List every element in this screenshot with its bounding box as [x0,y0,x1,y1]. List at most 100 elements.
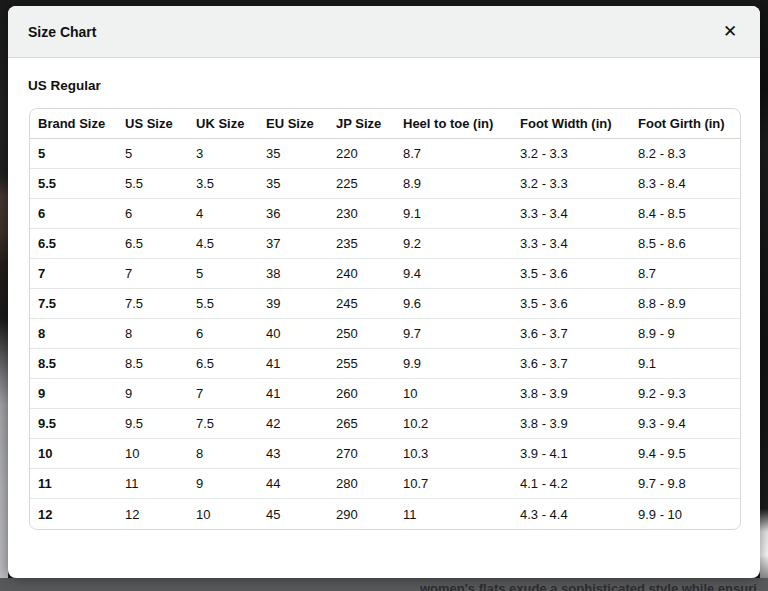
table-cell: 37 [258,229,328,259]
table-cell: 3 [188,139,258,169]
table-cell: 9.3 - 9.4 [630,409,740,439]
table-cell: 11 [30,469,117,499]
table-cell: 235 [328,229,395,259]
table-cell: 39 [258,289,328,319]
table-cell: 9.6 [395,289,512,319]
table-cell: 10 [117,439,188,469]
table-cell: 9 [117,379,188,409]
table-cell: 6 [117,199,188,229]
table-cell: 3.2 - 3.3 [512,169,630,199]
table-header-row: Brand SizeUS SizeUK SizeEU SizeJP SizeHe… [30,109,740,139]
table-cell: 4.1 - 4.2 [512,469,630,499]
column-header: EU Size [258,109,328,139]
table-cell: 40 [258,319,328,349]
table-cell: 41 [258,379,328,409]
table-cell: 7.5 [30,289,117,319]
table-cell: 3.3 - 3.4 [512,229,630,259]
table-row: 9.59.57.54226510.23.8 - 3.99.3 - 9.4 [30,409,740,439]
table-cell: 36 [258,199,328,229]
table-cell: 280 [328,469,395,499]
table-cell: 12 [30,499,117,529]
table-cell: 35 [258,169,328,199]
table-cell: 255 [328,349,395,379]
column-header: UK Size [188,109,258,139]
table-cell: 3.5 - 3.6 [512,289,630,319]
table-cell: 3.5 - 3.6 [512,259,630,289]
table-cell: 11 [117,469,188,499]
table-cell: 43 [258,439,328,469]
table-cell: 270 [328,439,395,469]
column-header: Heel to toe (in) [395,109,512,139]
table-cell: 6.5 [117,229,188,259]
table-cell: 5.5 [117,169,188,199]
table-cell: 8.9 [395,169,512,199]
table-cell: 265 [328,409,395,439]
modal-title: Size Chart [28,24,96,40]
table-cell: 5 [188,259,258,289]
table-cell: 260 [328,379,395,409]
table-cell: 10.2 [395,409,512,439]
table-row: 664362309.13.3 - 3.48.4 - 8.5 [30,199,740,229]
table-cell: 3.5 [188,169,258,199]
table-cell: 9 [30,379,117,409]
table-cell: 9.4 - 9.5 [630,439,740,469]
table-cell: 35 [258,139,328,169]
table-cell: 8.5 [117,349,188,379]
table-cell: 8.8 - 8.9 [630,289,740,319]
column-header: JP Size [328,109,395,139]
table-cell: 9.5 [30,409,117,439]
modal-backdrop[interactable]: women's flats exude a sophisticated styl… [0,578,768,591]
table-cell: 3.6 - 3.7 [512,349,630,379]
table-cell: 225 [328,169,395,199]
table-cell: 9.1 [630,349,740,379]
table-cell: 3.8 - 3.9 [512,379,630,409]
table-cell: 250 [328,319,395,349]
table-cell: 8.7 [395,139,512,169]
table-cell: 10.3 [395,439,512,469]
table-cell: 7 [117,259,188,289]
table-cell: 3.3 - 3.4 [512,199,630,229]
table-cell: 8.5 - 8.6 [630,229,740,259]
table-cell: 6.5 [30,229,117,259]
table-row: 8.58.56.5412559.93.6 - 3.79.1 [30,349,740,379]
table-cell: 7 [30,259,117,289]
table-cell: 10.7 [395,469,512,499]
table-cell: 4.3 - 4.4 [512,499,630,529]
table-cell: 8.7 [630,259,740,289]
table-cell: 44 [258,469,328,499]
table-row: 553352208.73.2 - 3.38.2 - 8.3 [30,139,740,169]
size-chart-modal: Size Chart ✕ US Regular Brand SizeUS Siz… [8,6,760,578]
table-cell: 8.3 - 8.4 [630,169,740,199]
table-row: 101084327010.33.9 - 4.19.4 - 9.5 [30,439,740,469]
section-label: US Regular [28,78,740,93]
close-icon[interactable]: ✕ [714,16,746,48]
table-cell: 8.5 [30,349,117,379]
table-cell: 10 [30,439,117,469]
table-cell: 9.9 [395,349,512,379]
background-page-text: women's flats exude a sophisticated styl… [420,581,757,591]
column-header: Foot Girth (in) [630,109,740,139]
table-row: 6.56.54.5372359.23.3 - 3.48.5 - 8.6 [30,229,740,259]
table-cell: 7.5 [188,409,258,439]
table-cell: 41 [258,349,328,379]
table-cell: 240 [328,259,395,289]
table-header: Brand SizeUS SizeUK SizeEU SizeJP SizeHe… [30,109,740,139]
column-header: Brand Size [30,109,117,139]
table-cell: 5 [117,139,188,169]
table-cell: 6 [188,319,258,349]
modal-backdrop[interactable] [0,0,8,578]
table-cell: 9.7 [395,319,512,349]
table-cell: 42 [258,409,328,439]
modal-body: US Regular Brand SizeUS SizeUK SizeEU Si… [8,58,760,530]
table-cell: 9.5 [117,409,188,439]
table-row: 886402509.73.6 - 3.78.9 - 9 [30,319,740,349]
table-row: 111194428010.74.1 - 4.29.7 - 9.8 [30,469,740,499]
size-chart-table: Brand SizeUS SizeUK SizeEU SizeJP SizeHe… [30,109,740,529]
modal-backdrop[interactable] [760,0,768,578]
table-cell: 5.5 [30,169,117,199]
table-cell: 9.2 - 9.3 [630,379,740,409]
column-header: Foot Width (in) [512,109,630,139]
table-row: 7.57.55.5392459.63.5 - 3.68.8 - 8.9 [30,289,740,319]
table-cell: 4.5 [188,229,258,259]
table-cell: 9.2 [395,229,512,259]
